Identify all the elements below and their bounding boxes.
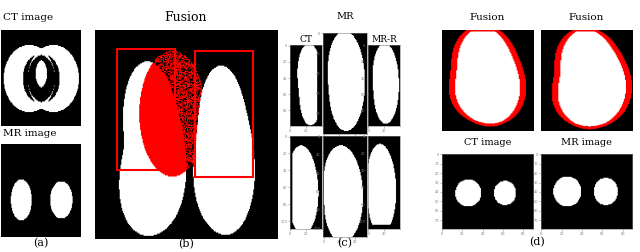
Bar: [116, 49, 175, 170]
Bar: [195, 51, 253, 177]
Text: Fusion: Fusion: [470, 13, 505, 22]
Text: CT image: CT image: [3, 13, 53, 22]
Text: (b): (b): [178, 239, 194, 249]
Text: (a): (a): [33, 238, 49, 248]
Text: CT: CT: [300, 35, 312, 44]
Text: MR image: MR image: [3, 129, 56, 138]
Text: (c): (c): [337, 238, 353, 248]
Text: (d): (d): [529, 237, 545, 247]
Text: MR: MR: [336, 12, 354, 21]
Text: Fusion: Fusion: [569, 13, 604, 22]
Text: CT image: CT image: [463, 138, 511, 147]
Text: MR image: MR image: [561, 138, 612, 147]
Text: Fusion: Fusion: [164, 11, 207, 24]
Text: MR-R: MR-R: [371, 35, 397, 44]
